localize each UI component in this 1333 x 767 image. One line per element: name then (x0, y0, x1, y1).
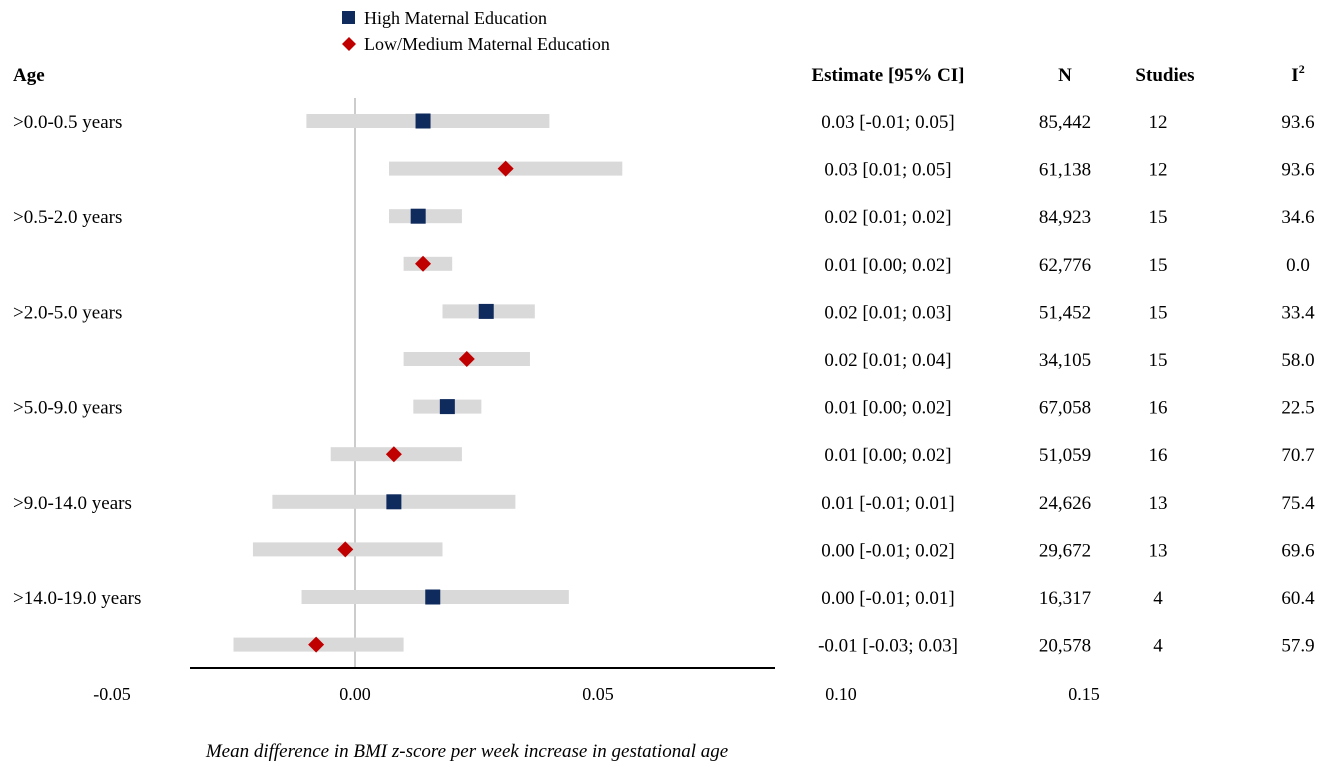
estimate-cell: 0.00 [-0.01; 0.02] (821, 540, 955, 561)
header-estimate: Estimate [95% CI] (811, 65, 964, 86)
plot-marks (233, 113, 623, 653)
x-tick-label: 0.05 (582, 684, 614, 704)
estimate-cell: 0.03 [0.01; 0.05] (824, 160, 951, 181)
header-age: Age (13, 65, 45, 86)
n-cell: 16,317 (1039, 588, 1091, 609)
i2-cell: 34.6 (1281, 207, 1314, 228)
n-cell: 29,672 (1039, 540, 1091, 561)
results-table: 0.03 [-0.01; 0.05] 85,442 12 93.6 0.03 [0.01… (818, 112, 1315, 657)
studies-cell: 15 (1149, 207, 1168, 228)
legend: High Maternal Education Low/Medium Mater… (342, 8, 610, 54)
plot-area: -0.05 0.00 0.05 0.10 0.15 (93, 98, 1100, 704)
header-i2: I2 (1291, 62, 1304, 86)
estimate-cell: 0.01 [0.00; 0.02] (824, 255, 951, 276)
i2-cell: 58.0 (1281, 350, 1314, 371)
estimate-cell: 0.02 [0.01; 0.03] (824, 302, 951, 323)
n-cell: 20,578 (1039, 636, 1091, 657)
header-i2-superscript: 2 (1299, 62, 1305, 76)
point-marker-low-medium (458, 351, 475, 367)
legend-diamond-marker (342, 37, 356, 51)
point-marker-high (386, 494, 402, 510)
legend-square-marker (342, 11, 355, 24)
x-tick-label: 0.10 (825, 684, 857, 704)
n-cell: 34,105 (1039, 350, 1091, 371)
i2-cell: 70.7 (1281, 445, 1314, 466)
point-marker-low-medium (308, 636, 325, 653)
i2-cell: 57.9 (1281, 636, 1314, 657)
point-marker-high (439, 399, 455, 415)
studies-cell: 15 (1149, 255, 1168, 276)
n-cell: 51,452 (1039, 302, 1091, 323)
i2-cell: 75.4 (1281, 493, 1315, 514)
age-group-label: >14.0-19.0 years (13, 588, 141, 609)
x-tick-label: 0.00 (339, 684, 371, 704)
estimate-cell: 0.01 [0.00; 0.02] (824, 445, 951, 466)
studies-cell: 12 (1149, 160, 1168, 181)
studies-cell: 13 (1149, 540, 1168, 561)
studies-cell: 4 (1153, 636, 1163, 657)
point-marker-high (415, 113, 431, 129)
i2-cell: 60.4 (1281, 588, 1315, 609)
n-cell: 85,442 (1039, 112, 1091, 133)
age-group-label: >9.0-14.0 years (13, 493, 132, 514)
point-marker-high (410, 208, 426, 224)
estimate-cell: 0.00 [-0.01; 0.01] (821, 588, 955, 609)
age-group-label: >2.0-5.0 years (13, 302, 122, 323)
estimate-cell: 0.02 [0.01; 0.02] (824, 207, 951, 228)
age-group-labels: >0.0-0.5 years >0.5-2.0 years >2.0-5.0 yea… (13, 112, 141, 609)
studies-cell: 15 (1149, 350, 1168, 371)
point-marker-low-medium (385, 446, 402, 463)
point-marker-high (478, 303, 494, 319)
studies-cell: 16 (1149, 398, 1168, 419)
x-axis-title: Mean difference in BMI z-score per week … (205, 741, 728, 762)
i2-cell: 0.0 (1286, 255, 1310, 276)
header-n: N (1058, 65, 1072, 86)
age-group-label: >0.5-2.0 years (13, 207, 122, 228)
header-i2-base: I (1291, 65, 1298, 86)
n-cell: 24,626 (1039, 493, 1091, 514)
point-marker-high (425, 589, 441, 605)
i2-cell: 93.6 (1281, 112, 1314, 133)
x-tick-labels: -0.05 0.00 0.05 0.10 0.15 (93, 684, 1100, 704)
point-marker-low-medium (497, 160, 514, 177)
n-cell: 67,058 (1039, 398, 1091, 419)
x-tick-label: -0.05 (93, 684, 131, 704)
estimate-cell: 0.01 [0.00; 0.02] (824, 398, 951, 419)
i2-cell: 33.4 (1281, 302, 1315, 323)
x-tick-label: 0.15 (1068, 684, 1100, 704)
legend-label-high: High Maternal Education (364, 8, 547, 28)
estimate-cell: -0.01 [-0.03; 0.03] (818, 636, 958, 657)
studies-cell: 15 (1149, 302, 1168, 323)
header-studies: Studies (1135, 65, 1194, 86)
studies-cell: 4 (1153, 588, 1163, 609)
n-cell: 51,059 (1039, 445, 1091, 466)
estimate-cell: 0.02 [0.01; 0.04] (824, 350, 951, 371)
i2-cell: 69.6 (1281, 540, 1314, 561)
estimate-cell: 0.03 [-0.01; 0.05] (821, 112, 955, 133)
column-headers: Age Estimate [95% CI] N Studies I2 (13, 62, 1305, 86)
legend-label-low-medium: Low/Medium Maternal Education (364, 34, 610, 54)
point-marker-low-medium (337, 541, 354, 558)
n-cell: 61,138 (1039, 160, 1091, 181)
studies-cell: 13 (1149, 493, 1168, 514)
n-cell: 84,923 (1039, 207, 1091, 228)
studies-cell: 16 (1149, 445, 1168, 466)
n-cell: 62,776 (1039, 255, 1091, 276)
point-marker-low-medium (415, 255, 432, 272)
i2-cell: 22.5 (1281, 398, 1314, 419)
age-group-label: >5.0-9.0 years (13, 398, 122, 419)
studies-cell: 12 (1149, 112, 1168, 133)
age-group-label: >0.0-0.5 years (13, 112, 122, 133)
estimate-cell: 0.01 [-0.01; 0.01] (821, 493, 955, 514)
i2-cell: 93.6 (1281, 160, 1314, 181)
